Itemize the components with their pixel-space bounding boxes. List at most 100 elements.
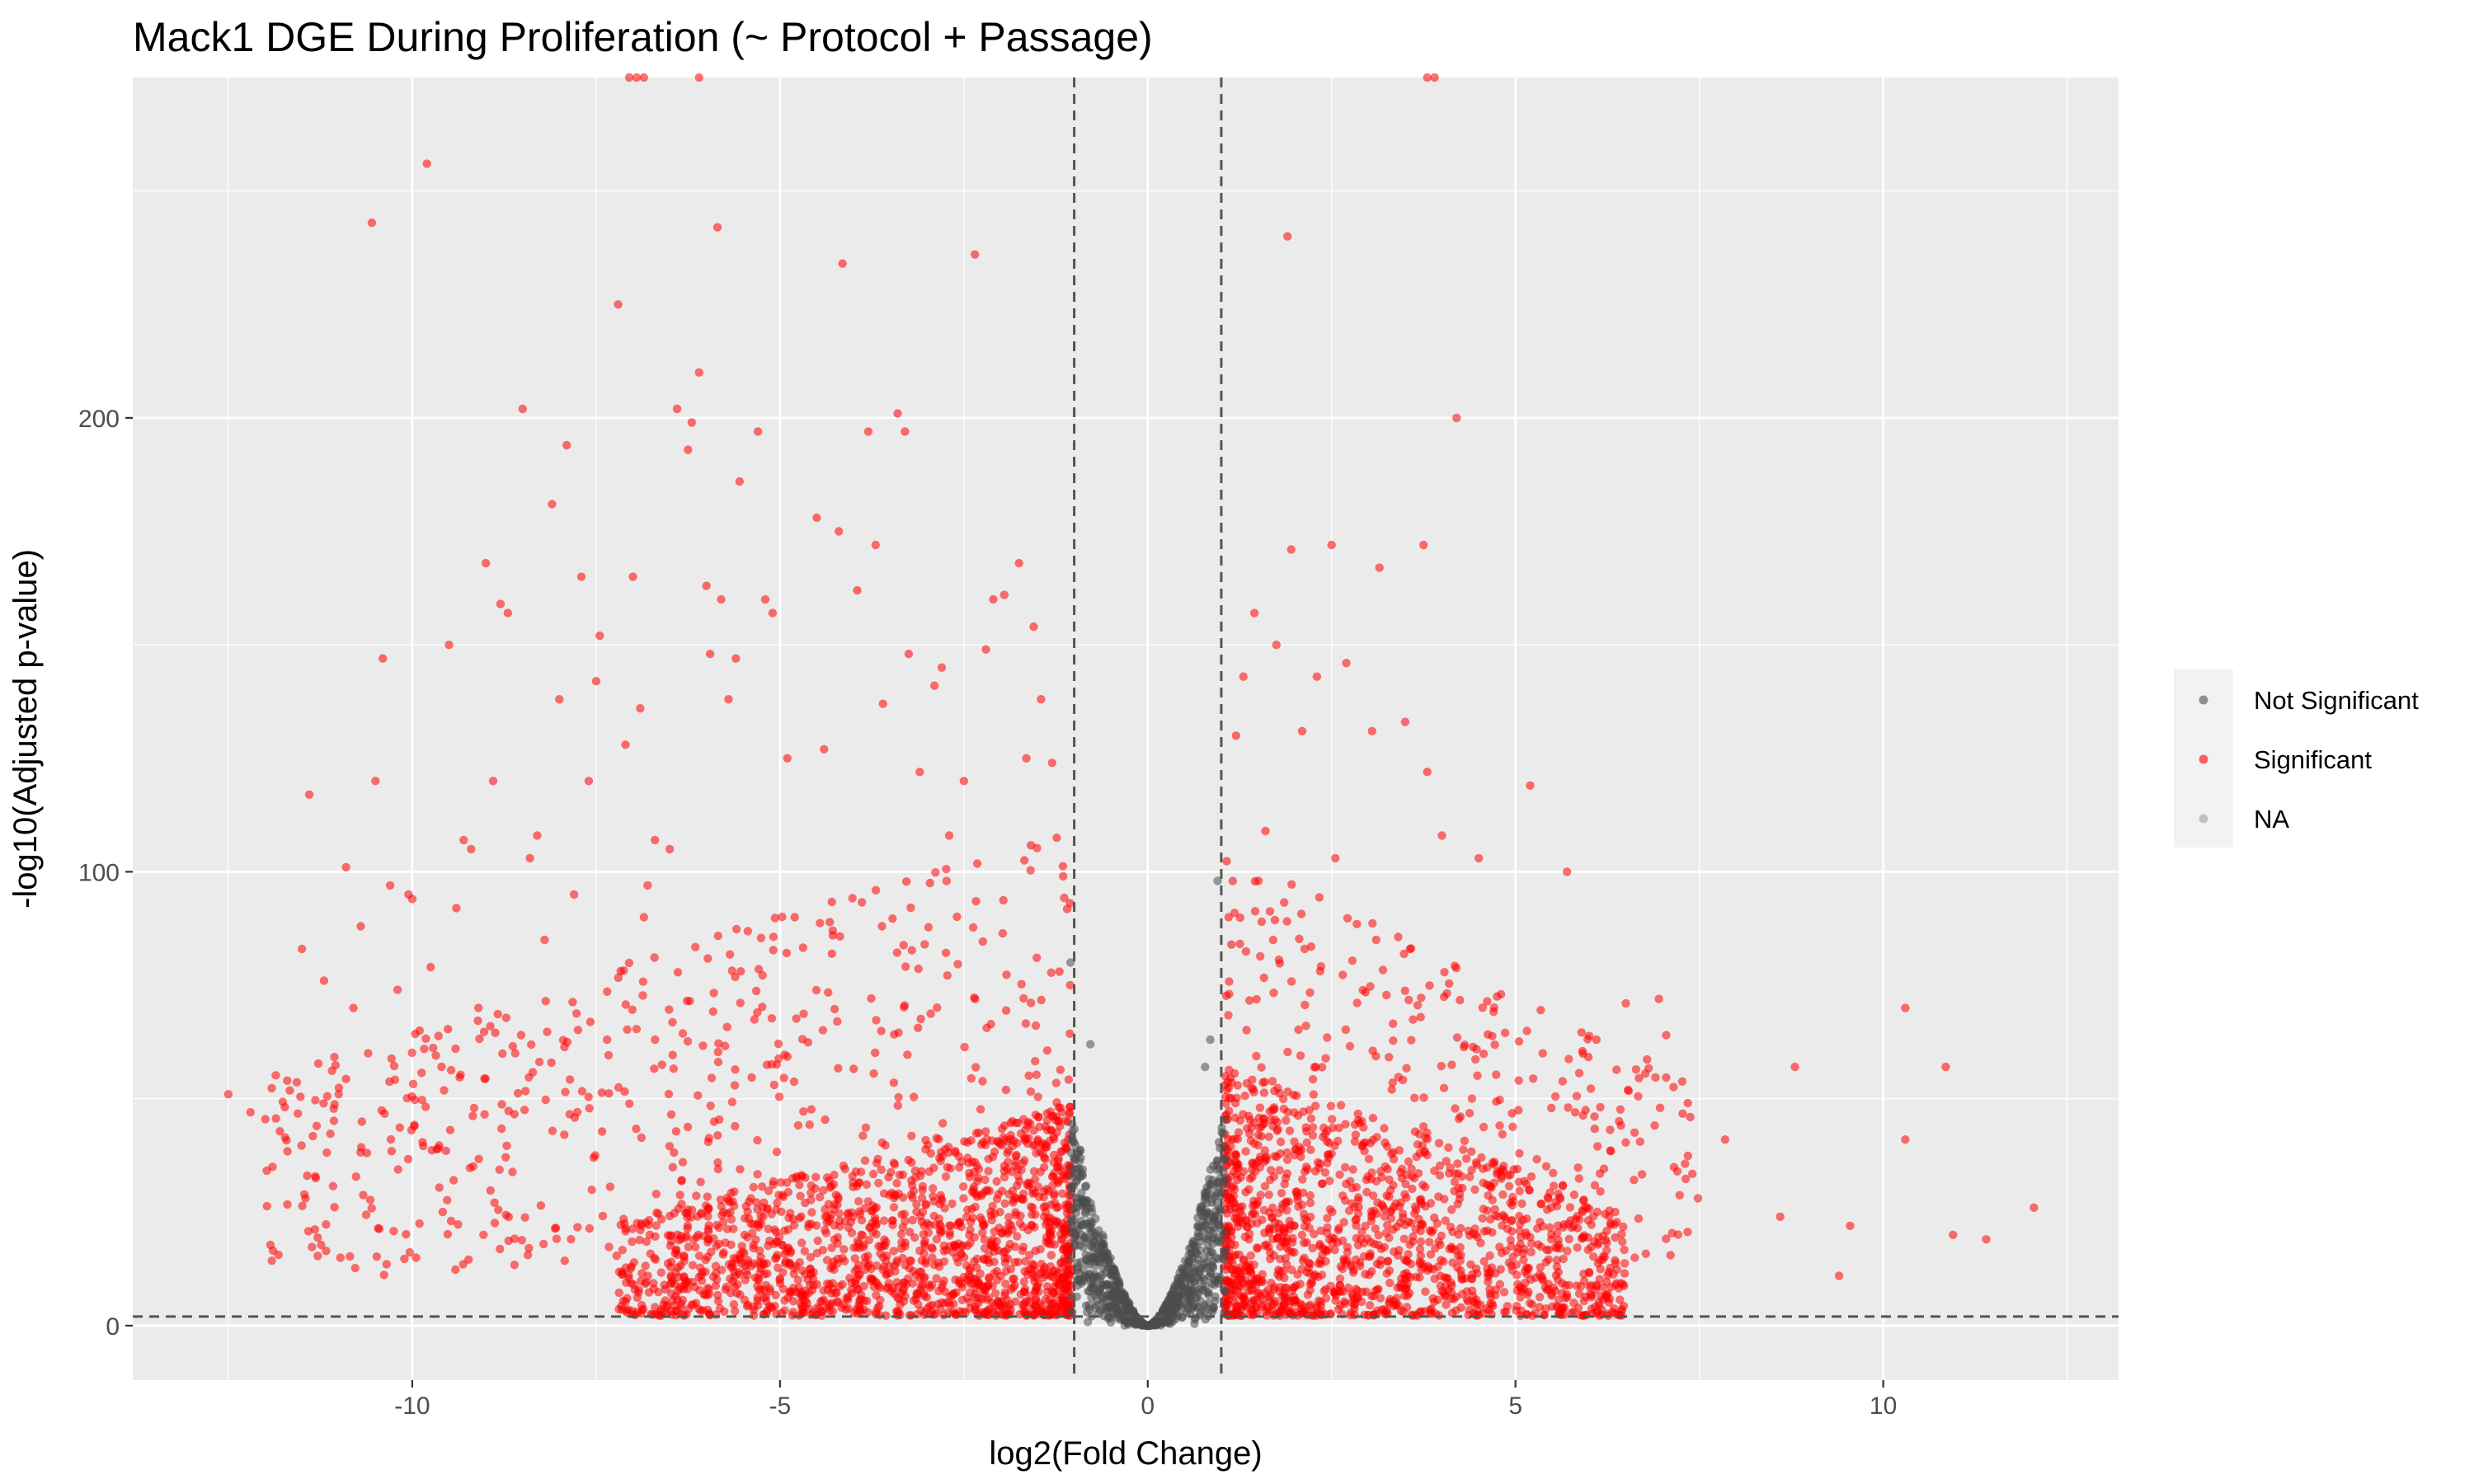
significant-point — [897, 1210, 906, 1219]
significant-point — [1473, 1071, 1482, 1080]
significant-point — [1305, 988, 1315, 998]
significant-point — [1242, 1026, 1251, 1035]
significant-point — [912, 1200, 921, 1209]
not-significant-point — [1203, 1217, 1213, 1226]
significant-point — [818, 1026, 828, 1035]
significant-point — [1280, 898, 1289, 907]
significant-point — [1562, 1289, 1572, 1299]
significant-point — [1662, 1234, 1671, 1243]
significant-point — [903, 1050, 912, 1059]
significant-point — [860, 1156, 870, 1165]
significant-point — [676, 1261, 685, 1270]
significant-point — [1272, 1126, 1282, 1135]
significant-point — [1334, 1123, 1343, 1133]
significant-point — [551, 1223, 561, 1233]
significant-point — [420, 1045, 429, 1054]
significant-point — [426, 962, 435, 972]
significant-point — [786, 1289, 795, 1298]
significant-point — [1532, 1154, 1541, 1164]
significant-point — [714, 1039, 723, 1048]
significant-point — [921, 1145, 930, 1154]
significant-point — [479, 1230, 488, 1240]
significant-point — [1253, 1243, 1262, 1252]
significant-point — [543, 1027, 552, 1036]
significant-point — [1345, 1041, 1355, 1051]
significant-point — [1352, 1294, 1362, 1303]
significant-point — [1623, 1085, 1633, 1095]
significant-point — [445, 1125, 455, 1134]
significant-point — [517, 1236, 526, 1245]
significant-point — [1611, 1258, 1620, 1268]
significant-point — [1319, 1132, 1328, 1142]
significant-point — [1226, 1142, 1235, 1152]
not-significant-point — [1095, 1275, 1105, 1284]
significant-point — [1484, 1030, 1493, 1039]
significant-point — [1339, 1218, 1348, 1227]
significant-point — [1046, 1107, 1056, 1116]
significant-point — [1047, 758, 1057, 768]
significant-point — [350, 1263, 360, 1273]
significant-point — [622, 1306, 631, 1315]
significant-point — [1492, 1070, 1501, 1079]
significant-point — [974, 1128, 984, 1138]
significant-point — [1517, 1199, 1526, 1209]
significant-point — [1297, 726, 1307, 735]
significant-point — [1031, 1111, 1041, 1120]
significant-point — [449, 1176, 459, 1185]
significant-point — [467, 844, 476, 854]
significant-point — [1776, 1212, 1785, 1222]
significant-point — [887, 1167, 896, 1177]
significant-point — [780, 1306, 789, 1315]
significant-point — [671, 1268, 680, 1277]
significant-point — [812, 513, 821, 523]
significant-point — [1233, 1081, 1243, 1090]
significant-point — [1025, 1251, 1034, 1260]
not-significant-point — [1221, 1115, 1230, 1125]
significant-point — [984, 1167, 993, 1176]
significant-point — [1371, 1176, 1381, 1186]
significant-point — [1298, 1188, 1308, 1198]
significant-point — [1416, 1251, 1426, 1261]
significant-point — [1275, 1166, 1284, 1175]
significant-point — [691, 942, 700, 951]
significant-point — [521, 1087, 530, 1096]
significant-point — [1373, 1285, 1382, 1294]
significant-point — [621, 740, 630, 749]
significant-point — [743, 1207, 752, 1217]
significant-point — [1221, 1092, 1230, 1102]
significant-point — [801, 1270, 810, 1280]
significant-point — [1387, 1085, 1396, 1094]
significant-point — [1021, 1256, 1030, 1266]
significant-point — [967, 1158, 977, 1167]
significant-point — [527, 1040, 536, 1050]
significant-point — [1255, 1162, 1265, 1172]
significant-point — [971, 250, 980, 259]
significant-point — [976, 1213, 985, 1223]
significant-point — [319, 976, 329, 985]
significant-point — [701, 1201, 711, 1210]
significant-point — [1559, 1254, 1569, 1264]
significant-point — [731, 1307, 740, 1316]
significant-point — [1513, 1280, 1522, 1289]
significant-point — [817, 1297, 827, 1306]
significant-point — [1846, 1221, 1855, 1231]
significant-point — [854, 1197, 863, 1206]
significant-point — [801, 1198, 810, 1208]
significant-point — [651, 1190, 661, 1199]
significant-point — [501, 1210, 510, 1220]
significant-point — [1031, 1021, 1041, 1031]
significant-point — [638, 991, 647, 1000]
significant-point — [1026, 866, 1035, 875]
significant-point — [1407, 1164, 1416, 1173]
significant-point — [1295, 934, 1304, 944]
significant-point — [855, 1209, 865, 1219]
significant-point — [666, 1110, 676, 1120]
significant-point — [528, 1068, 538, 1077]
significant-point — [1420, 1147, 1430, 1156]
significant-point — [1387, 1206, 1396, 1215]
not-significant-point — [1204, 1288, 1213, 1297]
significant-point — [319, 1099, 328, 1108]
legend-key-na — [2199, 814, 2208, 824]
significant-point — [1545, 1188, 1554, 1197]
significant-point — [1618, 1237, 1627, 1247]
